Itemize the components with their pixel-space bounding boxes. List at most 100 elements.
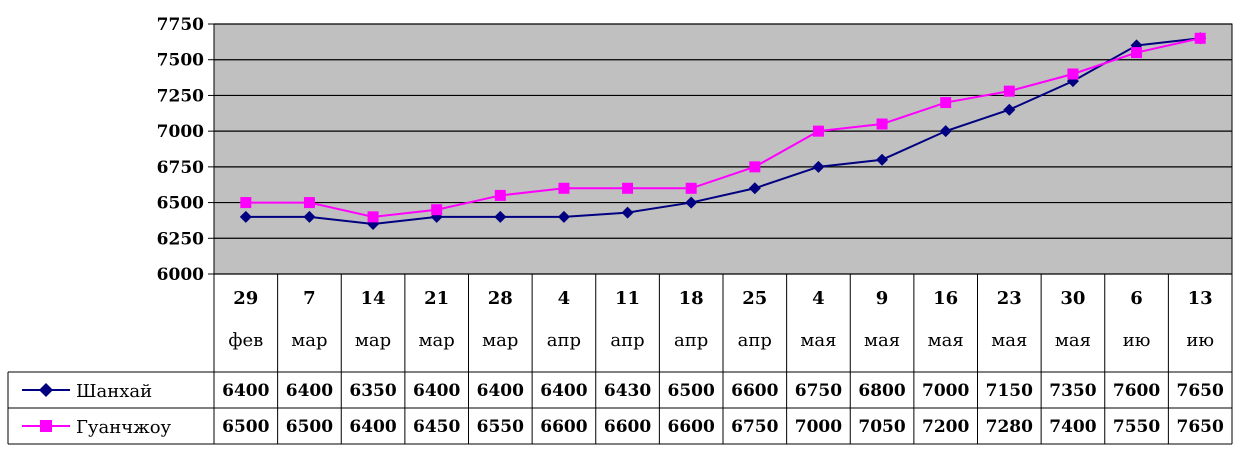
category-day-label: 4 [558,288,571,309]
y-tick-label: 7000 [157,122,204,142]
series-line [245,37,1201,218]
table-cell-value: 7050 [858,417,905,437]
data-point-square [1194,32,1206,44]
category-day-label: 21 [424,288,449,309]
category-month-label: мар [482,330,518,351]
y-tick-label: 6250 [157,229,204,249]
category-month-label: апр [674,330,708,351]
data-point-square [1067,68,1079,80]
table-cell-value: 7350 [1049,381,1096,401]
category-day-label: 13 [1188,288,1213,309]
category-day-label: 30 [1060,288,1085,309]
data-point-square [622,182,634,194]
data-table: Шанхай 6400 6400 6350 6400 6400 6400 6430 6500 66… [7,371,1232,445]
series-lines [239,32,1207,230]
category-month-label: мая [864,330,900,351]
table-cell-value: 7280 [986,417,1033,437]
table-cell-value: 7650 [1177,417,1224,437]
table-cell-value: 7400 [1049,417,1096,437]
legend-series-name: Шанхай [76,381,152,402]
category-day-label: 23 [997,288,1022,309]
table-cell-value: 6400 [477,381,524,401]
table-cell-value: 6400 [413,381,460,401]
category-day-label: 14 [361,288,386,309]
table-cell-value: 7650 [1177,381,1224,401]
data-point-diamond [1003,103,1016,116]
y-tick-label: 6750 [157,158,204,178]
table-cell-value: 6600 [668,417,715,437]
category-month-label: мая [928,330,964,351]
data-point-diamond [685,196,698,209]
series-line [245,37,1201,226]
table-cell-value: 6450 [413,417,460,437]
table-cell-value: 6500 [222,417,269,437]
table-cell-value: 6800 [858,381,905,401]
category-day-label: 28 [488,288,513,309]
data-point-square [812,125,824,137]
table-cell-value: 7000 [922,381,969,401]
category-month-label: апр [610,330,644,351]
data-point-diamond [939,125,952,138]
category-month-label: мая [800,330,836,351]
data-point-diamond [557,210,570,223]
category-day-label: 11 [615,288,640,309]
data-point-square [1131,47,1143,59]
y-tick-label: 7750 [157,15,204,35]
table-cell-value: 7200 [922,417,969,437]
category-month-label: мар [291,330,327,351]
table-cell-value: 6430 [604,381,651,401]
y-tick-label: 7250 [157,86,204,106]
legend-marker-square [40,420,52,432]
category-month-label: ию [1186,330,1214,351]
category-day-label: 7 [303,288,316,309]
table-cell-value: 6500 [286,417,333,437]
data-point-square [240,197,252,209]
data-point-diamond [239,210,252,223]
table-cell-value: 6750 [795,381,842,401]
category-day-label: 25 [742,288,767,309]
category-day-label: 4 [812,288,825,309]
table-cell-value: 6550 [477,417,524,437]
table-cell-value: 6500 [668,381,715,401]
category-month-label: ию [1123,330,1151,351]
table-cell-value: 7550 [1113,417,1160,437]
data-point-square [494,189,506,201]
category-day-label: 18 [679,288,704,309]
table-cell-value: 6600 [731,381,778,401]
data-point-diamond [812,160,825,173]
table-cell-value: 7600 [1113,381,1160,401]
table-cell-value: 7000 [795,417,842,437]
data-point-diamond [303,210,316,223]
category-month-label: мая [1055,330,1091,351]
data-point-diamond [621,206,634,219]
data-point-square [303,197,315,209]
category-day-label: 6 [1130,288,1143,309]
table-cell-value: 6400 [286,381,333,401]
y-tick-label: 7500 [157,51,204,71]
table-cell-value: 7150 [986,381,1033,401]
data-point-square [749,161,761,173]
table-cell-value: 6350 [349,381,396,401]
data-point-diamond [748,182,761,195]
category-month-label: апр [547,330,581,351]
y-axis: 6000 6250 6500 6750 7000 7250 7500 7750 [157,15,215,285]
legend-marker-diamond [39,383,53,397]
category-month-label: мая [991,330,1027,351]
plot-background [213,23,1233,275]
table-cell-value: 6600 [604,417,651,437]
data-point-diamond [876,153,889,166]
data-point-square [685,182,697,194]
data-point-square [1003,85,1015,97]
legend-series-name: Гуанчжоу [76,417,172,438]
table-cell-value: 6400 [540,381,587,401]
category-axis-table: 29 фев 7 мар 14 мар 21 мар 28 мар 4 апр 11 апр 18 апр 25… [213,274,1233,444]
data-point-diamond [494,210,507,223]
category-month-label: фев [228,330,263,351]
category-month-label: апр [738,330,772,351]
data-point-square [940,97,952,109]
table-cell-value: 6600 [540,417,587,437]
category-month-label: мар [355,330,391,351]
table-cell-value: 6750 [731,417,778,437]
data-point-square [431,204,443,216]
